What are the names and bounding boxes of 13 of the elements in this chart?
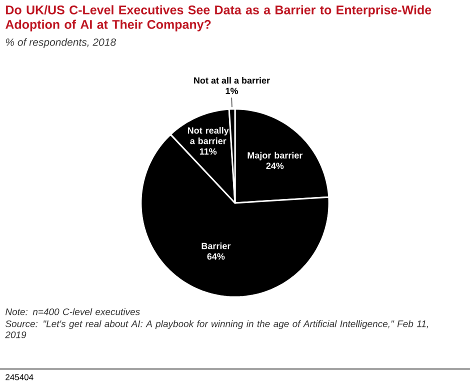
chart-title: Do UK/US C-Level Executives See Data as a Barrier to Enterprise-Wide Adoption of AI at Their Company? — [6, 5, 432, 32]
chart-subtitle: % of respondents, 2018 — [6, 38, 116, 48]
source-note: Source: "Let's get real about AI: A playbook for winning in the age of Artificial Intelligence," Feb 11, 2019 — [5, 320, 428, 338]
data-label: 24% — [266, 162, 284, 170]
text: Note: n=400 C-level executives — [6, 308, 140, 316]
slice-label: Not at all a barrier — [194, 77, 270, 84]
slice-label: Barrier — [202, 242, 231, 250]
data-label: 11% — [200, 148, 217, 155]
data-label: 1% — [226, 88, 238, 94]
data-label: 64% — [207, 253, 225, 260]
slice-label: Not really a barrier — [188, 127, 229, 144]
slice-label: Major barrier — [248, 152, 303, 160]
text: 245404 — [6, 374, 34, 380]
